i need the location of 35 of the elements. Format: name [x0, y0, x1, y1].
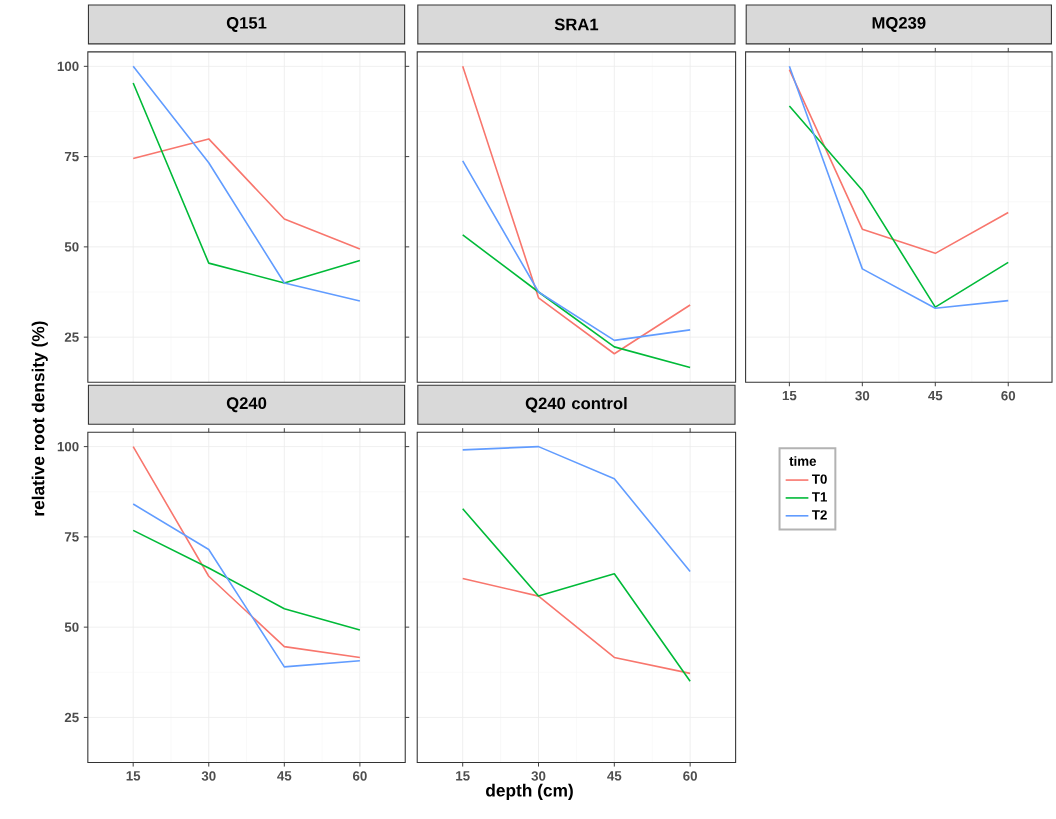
x-tick-label: 45 [277, 771, 292, 781]
x-tick-label: 30 [531, 771, 546, 781]
y-tick-label: 25 [64, 332, 79, 342]
y-tick-label: 75 [64, 151, 79, 162]
chart-title: SRA1 [554, 18, 599, 31]
chart-title: MQ239 [872, 16, 926, 32]
x-tick-label: 45 [607, 771, 622, 781]
chart-title: Q151 [226, 16, 267, 32]
y-tick-label: 100 [57, 441, 79, 452]
x-tick-label: 45 [928, 390, 943, 401]
legend-label: T1 [811, 492, 827, 502]
x-axis-title: depth (cm) [486, 783, 573, 800]
y-axis-title: relative root density (%) [31, 321, 48, 516]
x-tick-label: 60 [683, 771, 697, 781]
line-series [132, 529, 361, 631]
y-tick-label: 75 [64, 532, 79, 542]
x-tick-label: 30 [201, 771, 216, 781]
chart-title: Q240 [226, 397, 267, 412]
y-tick-label: 25 [64, 712, 79, 722]
line-series [132, 137, 361, 250]
x-tick-label: 60 [352, 771, 367, 781]
legend-label: T0 [811, 474, 827, 484]
y-tick-label: 100 [57, 61, 79, 71]
x-tick-label: 60 [1001, 390, 1016, 401]
y-tick-label: 50 [64, 241, 79, 252]
x-tick-label: 30 [855, 390, 870, 401]
x-tick-label: 15 [782, 390, 797, 401]
legend-label: T2 [811, 509, 827, 520]
y-tick-label: 50 [64, 622, 79, 632]
legend-title: time [789, 455, 817, 466]
line-series [132, 445, 361, 659]
x-tick-label: 15 [456, 771, 470, 781]
chart-title: Q240 control [525, 396, 627, 413]
line-series [132, 503, 361, 668]
x-tick-label: 15 [126, 771, 141, 781]
